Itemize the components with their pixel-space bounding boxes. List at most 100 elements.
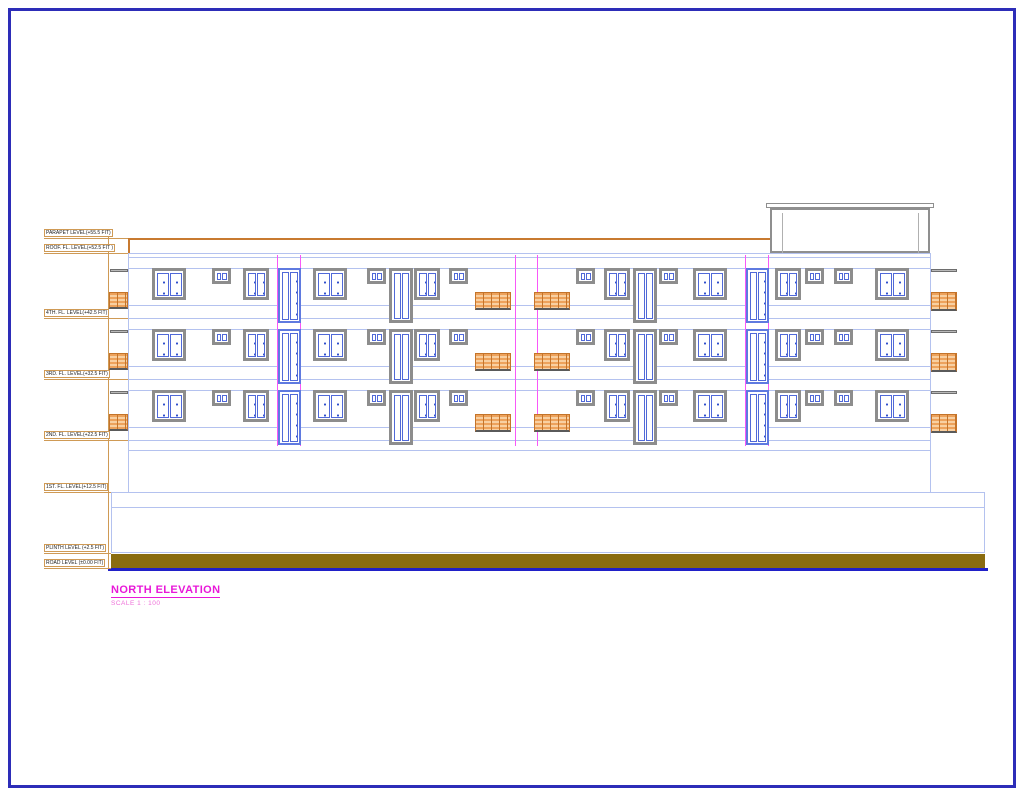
window-pane <box>844 272 849 280</box>
level-leader-line <box>44 253 128 254</box>
window-pane <box>580 394 585 402</box>
window-stair <box>746 268 769 323</box>
window-small <box>449 268 468 284</box>
window-pane <box>608 394 617 418</box>
window-pane <box>247 333 256 357</box>
window-pane <box>330 333 343 357</box>
window-pane <box>377 333 382 341</box>
window-pane <box>645 394 653 441</box>
window-pane <box>317 333 330 357</box>
window-pane <box>317 394 330 418</box>
window-large <box>875 329 909 361</box>
window-pane <box>617 394 626 418</box>
window-pane <box>330 272 343 296</box>
window-pane <box>418 333 427 357</box>
ground-storey <box>111 492 985 553</box>
window-pane <box>892 333 905 357</box>
window-pane <box>815 394 820 402</box>
window-pane <box>838 272 843 280</box>
window-pane <box>247 272 256 296</box>
window-small <box>576 268 595 284</box>
window-pane <box>637 333 645 380</box>
window-door <box>389 268 413 323</box>
window-large <box>152 390 186 422</box>
window-pane <box>401 394 409 441</box>
window-small <box>212 390 231 406</box>
window-door <box>633 329 657 384</box>
window-large <box>875 390 909 422</box>
window-medium <box>775 390 801 422</box>
window-medium <box>604 329 630 361</box>
window-small <box>449 329 468 345</box>
level-leader-line <box>44 492 111 493</box>
window-small <box>834 329 853 345</box>
window-large <box>152 329 186 361</box>
window-pane <box>844 394 849 402</box>
wall-line <box>128 450 930 451</box>
window-head-line <box>128 268 930 269</box>
window-pane <box>169 272 182 296</box>
vent-louver <box>475 292 511 310</box>
level-label: 3RD. FL. LEVEL(+32.5 FIT) <box>44 370 110 378</box>
window-pane <box>156 272 169 296</box>
window-pane <box>580 272 585 280</box>
window-pane <box>281 332 289 381</box>
window-pane <box>222 333 227 341</box>
roof-slab-line <box>128 253 930 254</box>
window-pane <box>401 272 409 319</box>
drawing-title: NORTH ELEVATION <box>111 584 221 598</box>
window-pane <box>427 333 436 357</box>
window-pane <box>169 394 182 418</box>
window-large <box>693 329 727 361</box>
window-pane <box>418 272 427 296</box>
window-small <box>805 268 824 284</box>
window-pane <box>788 394 797 418</box>
level-label: ROAD LEVEL (±0.00 FIT) <box>44 559 106 567</box>
window-pane <box>418 394 427 418</box>
window-pane <box>256 333 265 357</box>
window-stair <box>278 390 301 445</box>
window-head-line <box>128 329 930 330</box>
window-pane <box>749 332 757 381</box>
side-louver <box>931 353 957 372</box>
window-pane <box>377 272 382 280</box>
shaft-marker-line <box>745 255 746 446</box>
window-pane <box>758 332 766 381</box>
level-leader-line <box>44 440 128 441</box>
window-pane <box>815 272 820 280</box>
level-label: ROOF. FL. LEVEL(+52.5 FIT ) <box>44 244 116 252</box>
window-door <box>633 390 657 445</box>
level-leader-line <box>44 568 111 569</box>
window-pane <box>637 272 645 319</box>
window-pane <box>844 333 849 341</box>
window-pane <box>697 333 710 357</box>
window-pane <box>710 394 723 418</box>
window-small <box>659 268 678 284</box>
window-medium <box>775 268 801 300</box>
window-pane <box>222 394 227 402</box>
floor-slab-line <box>128 318 930 319</box>
window-small <box>367 329 386 345</box>
stair-tower-cap <box>766 203 934 208</box>
facade-left-edge <box>128 253 129 492</box>
window-sill-line <box>128 305 930 306</box>
window-small <box>212 268 231 284</box>
vent-louver <box>475 414 511 432</box>
window-pane <box>371 394 376 402</box>
window-small <box>576 329 595 345</box>
title-block: NORTH ELEVATION SCALE 1 : 100 <box>111 580 221 607</box>
window-large <box>875 268 909 300</box>
window-small <box>659 329 678 345</box>
window-pane <box>453 394 458 402</box>
window-pane <box>617 272 626 296</box>
window-pane <box>393 272 401 319</box>
level-label: PARAPET LEVEL(+55.5 FIT) <box>44 229 113 237</box>
window-small <box>834 268 853 284</box>
window-pane <box>580 333 585 341</box>
window-pane <box>247 394 256 418</box>
window-large <box>313 329 347 361</box>
window-small <box>805 390 824 406</box>
window-pane <box>459 333 464 341</box>
side-ledge <box>110 330 128 333</box>
